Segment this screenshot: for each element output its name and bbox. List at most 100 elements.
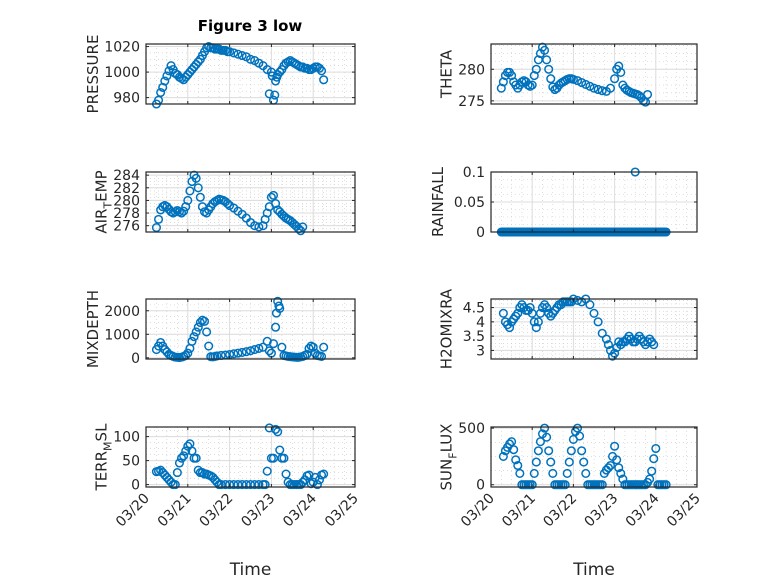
chart-terr_msl-point: [225, 480, 235, 490]
chart-sun_flux-xtick-label: 03/21: [499, 491, 539, 531]
chart-air_temp-point: [185, 186, 195, 196]
chart-terr_msl-xtick-label: 03/20: [113, 491, 153, 531]
chart-theta-point: [605, 83, 616, 93]
chart-terr_msl-xtick-label: 03/25: [322, 491, 362, 531]
chart-mixdepth-point: [277, 342, 287, 352]
chart-terr_msl-point: [216, 480, 226, 490]
chart-theta-point: [568, 74, 578, 84]
chart-theta-point: [531, 64, 541, 74]
chart-air_temp-ytick-label: 276: [113, 219, 140, 235]
chart-terr_msl-xtick-label: 03/22: [197, 491, 237, 531]
chart-air_temp-ytick-label: 280: [113, 193, 140, 209]
chart-h2omixra-ytick-label: 3.5: [463, 329, 485, 345]
chart-rainfall-ylabel: RAINFALL: [429, 166, 447, 237]
chart-mixdepth-point: [233, 348, 243, 358]
chart-sun_flux-point: [529, 468, 539, 478]
chart-air_temp-point: [250, 221, 260, 231]
chart-mixdepth-point: [264, 346, 274, 356]
chart-sun_flux-point: [535, 437, 545, 447]
chart-h2omixra-point: [498, 308, 508, 318]
chart-terr_msl-point: [262, 466, 272, 476]
chart-theta-point: [589, 83, 599, 93]
chart-mixdepth-point: [250, 345, 260, 355]
chart-mixdepth-point: [189, 332, 199, 342]
chart-theta-point: [540, 45, 550, 55]
chart-sun_flux-point: [509, 445, 519, 455]
chart-terr_msl-point: [174, 458, 184, 468]
chart-h2omixra-point: [589, 308, 599, 318]
chart-sun_flux-point: [597, 480, 607, 490]
chart-h2omixra-point: [531, 323, 541, 333]
chart-terr_msl-ylabel: TERRMSL: [93, 423, 115, 492]
chart-terr_msl-ytick-label: 100: [113, 430, 140, 446]
chart-sun_flux-point: [614, 463, 624, 473]
chart-terr_msl-xtick-label: 03/23: [238, 491, 278, 531]
chart-h2omixra-point: [593, 317, 603, 327]
chart-pressure-point: [319, 75, 329, 85]
chart-h2omixra-point: [504, 323, 515, 333]
chart-mixdepth-point: [254, 343, 264, 353]
chart-mixdepth-point: [308, 342, 318, 352]
chart-sun_flux-point: [649, 454, 659, 464]
chart-theta-ytick-label: 275: [458, 94, 485, 110]
chart-terr_msl-point: [245, 480, 256, 490]
chart-air_temp-point: [195, 192, 205, 202]
chart-mixdepth-point: [212, 351, 222, 361]
chart-theta-ylabel: THETA: [438, 49, 456, 99]
chart-terr_msl-ytick-label: 50: [122, 454, 140, 470]
chart-terr_msl-point: [281, 469, 291, 479]
chart-pressure-point: [264, 89, 274, 99]
chart-sun_flux-point: [507, 437, 517, 447]
chart-sun_flux-point: [548, 468, 558, 478]
chart-terr_msl-xlabel: Time: [229, 560, 272, 580]
chart-h2omixra-ytick-label: 4: [476, 315, 485, 331]
chart-mixdepth-point: [241, 347, 251, 357]
chart-air_temp-point: [153, 214, 164, 224]
chart-pressure-point: [233, 49, 243, 59]
chart-air_temp-ylabel: AIRTEMP: [93, 170, 115, 233]
chart-sun_flux-point: [651, 443, 661, 454]
chart-terr_msl-axes-box: [145, 426, 356, 488]
chart-air_temp-point: [151, 223, 161, 233]
chart-air_temp-plot-area: [146, 172, 355, 232]
chart-terr_msl-point: [241, 480, 251, 490]
chart-pressure-point: [162, 71, 172, 81]
chart-mixdepth-ytick-label: 0: [131, 351, 140, 367]
chart-sun_flux-point: [527, 480, 537, 490]
chart-theta-point: [610, 74, 620, 84]
chart-pressure-ytick-label: 1000: [104, 65, 140, 81]
chart-sun_flux-point: [647, 466, 657, 476]
chart-terr_msl-point: [250, 480, 260, 490]
chart-mixdepth-point: [245, 346, 256, 356]
chart-pressure-ytick-label: 980: [113, 91, 140, 107]
chart-terr_msl-xtick-label: 03/24: [280, 490, 320, 530]
chart-sun_flux-xtick-label: 03/25: [664, 491, 704, 531]
chart-theta-point: [548, 82, 558, 92]
chart-rainfall-ytick-label: 0: [476, 225, 485, 241]
chart-theta-point: [643, 89, 653, 100]
chart-mixdepth-ylabel: MIXDEPTH: [84, 290, 102, 368]
chart-sun_flux-ylabel: SUNFLUX: [438, 424, 460, 491]
chart-terr_msl-point: [170, 480, 180, 490]
chart-sun_flux-axes-box: [490, 426, 698, 488]
chart-sun_flux-xtick-label: 03/20: [458, 491, 498, 531]
chart-h2omixra-point: [601, 334, 611, 344]
chart-h2omixra-ylabel: H2OMIXRA: [438, 288, 456, 369]
chart-air_temp-point: [294, 224, 304, 234]
chart-theta-plot-area: [491, 44, 697, 104]
chart-theta-axes-box: [490, 43, 698, 105]
chart-sun_flux-xtick-label: 03/23: [582, 491, 622, 531]
chart-mixdepth-point: [319, 342, 329, 352]
chart-terr_msl-point: [254, 480, 264, 490]
chart-sun_flux-ytick-label: 0: [476, 478, 485, 494]
chart-h2omixra-point: [585, 300, 595, 310]
chart-h2omixra-axes-box: [490, 298, 698, 360]
chart-h2omixra-point: [603, 340, 613, 350]
chart-sun_flux-point: [515, 468, 525, 478]
chart-sun_flux-point: [603, 463, 613, 473]
chart-terr_msl-point: [273, 427, 283, 437]
chart-pressure-ylabel: PRESSURE: [84, 35, 102, 114]
chart-theta-point: [593, 84, 603, 95]
chart-h2omixra-point: [525, 303, 535, 313]
